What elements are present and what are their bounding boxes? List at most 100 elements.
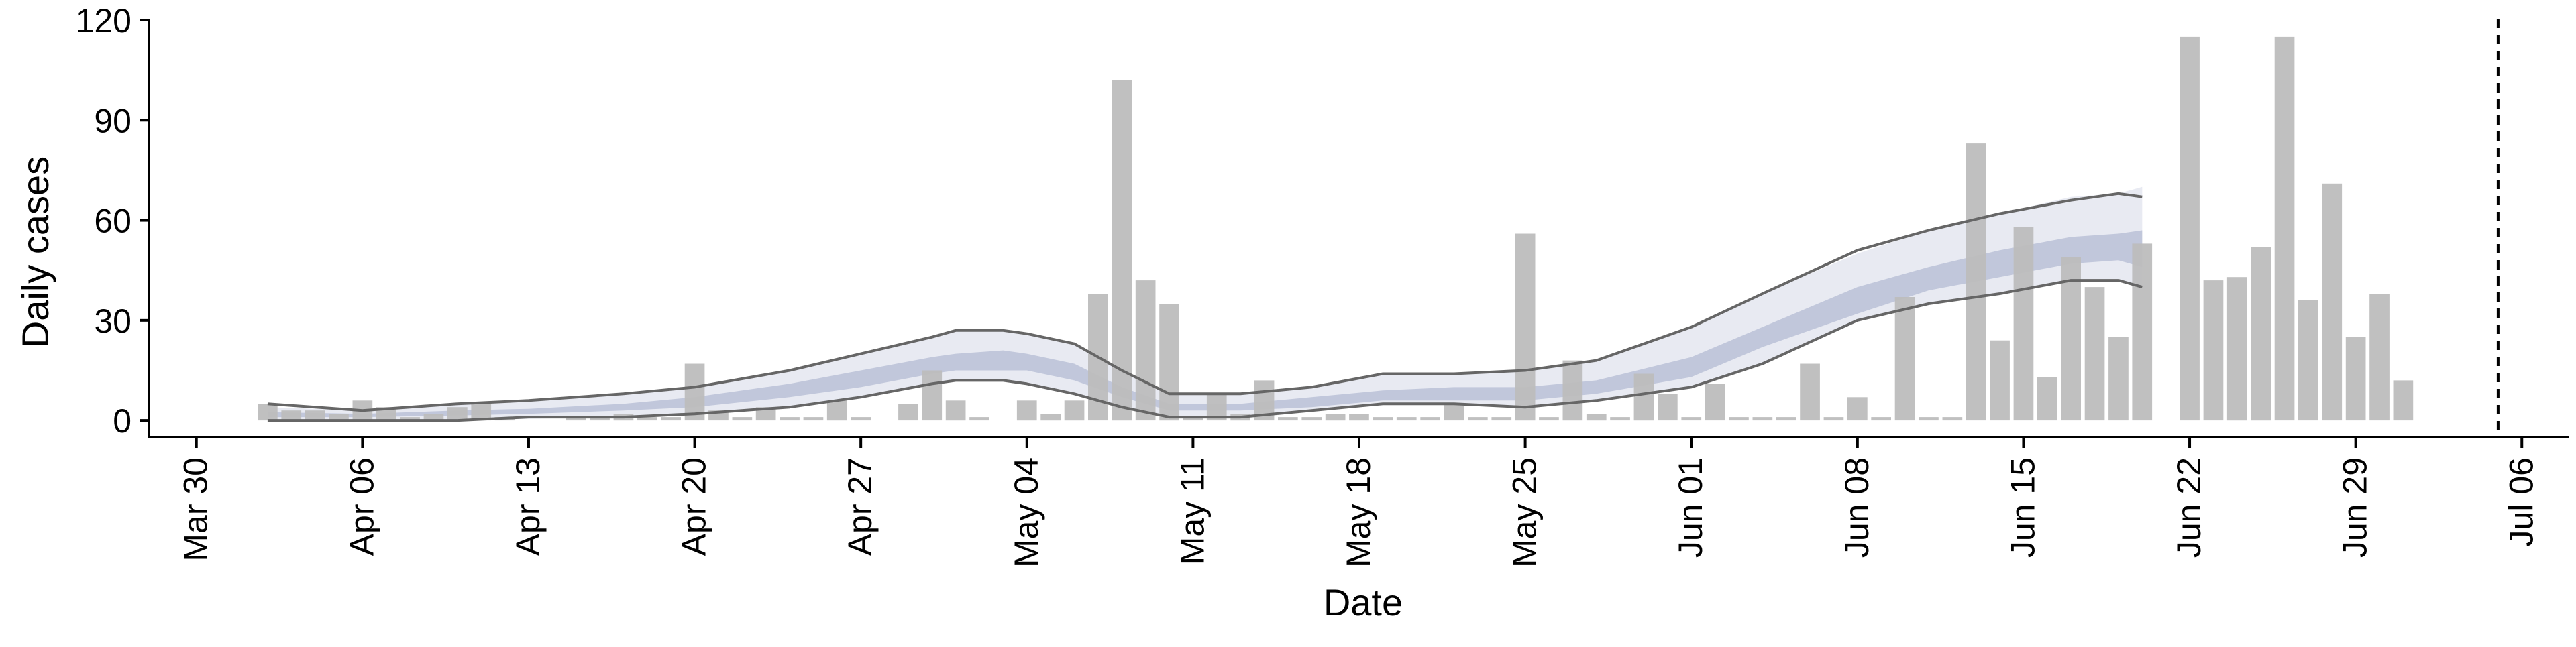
bar <box>1396 417 1417 421</box>
bar <box>1942 417 1963 421</box>
bar <box>2084 287 2105 421</box>
bar <box>329 414 349 421</box>
bar <box>2298 300 2318 421</box>
y-tick-label: 0 <box>113 402 131 440</box>
bar <box>1681 417 1702 421</box>
bar <box>1871 417 1891 421</box>
bar <box>2037 377 2057 421</box>
bar <box>2226 277 2247 421</box>
bar <box>305 410 325 421</box>
bar <box>2251 247 2271 421</box>
axes: 0 30 60 90 120 Mar 30 Apr 06 Apr 13 Apr 20 Apr 27… <box>76 2 2569 567</box>
bar <box>969 417 989 421</box>
bar <box>1847 397 1868 421</box>
bar <box>1658 394 1678 421</box>
bar <box>2061 257 2081 421</box>
lower-line <box>267 279 2143 422</box>
bar <box>471 404 492 421</box>
bar <box>1752 417 1773 421</box>
bar <box>780 417 800 421</box>
bar <box>1823 417 1844 421</box>
x-tick-label: Apr 20 <box>676 457 713 556</box>
x-tick-label: Jun 08 <box>1838 457 1876 558</box>
x-tick-label: Jun 01 <box>1672 457 1709 558</box>
bar <box>1729 417 1749 421</box>
bar <box>1539 417 1559 421</box>
y-tick-label: 60 <box>94 202 131 240</box>
bar <box>1468 417 1488 421</box>
y-axis-title: Daily cases <box>14 156 56 348</box>
bar <box>898 404 918 421</box>
x-tick-label: Jul 06 <box>2502 457 2540 546</box>
bar <box>1301 417 1322 421</box>
bar <box>637 417 657 421</box>
y-tick-label: 90 <box>94 102 131 139</box>
y-tick-label: 30 <box>94 302 131 340</box>
inner-interval-band <box>267 230 2143 418</box>
bar <box>1562 360 1583 421</box>
bar-series <box>258 36 2414 421</box>
bar <box>661 417 681 421</box>
bar <box>590 417 610 421</box>
bar <box>1112 80 1132 421</box>
x-tick-label: Jun 29 <box>2337 457 2374 558</box>
bar <box>1966 143 1986 421</box>
bar <box>281 410 302 421</box>
bar <box>1776 417 1796 421</box>
x-tick-label: Mar 30 <box>177 457 215 562</box>
bar <box>803 417 824 421</box>
x-tick-label: Jun 22 <box>2170 457 2208 558</box>
bar <box>2013 227 2034 421</box>
interval-bands <box>267 186 2143 421</box>
bar <box>684 363 705 421</box>
bar <box>1159 304 1179 421</box>
bar <box>2322 183 2343 421</box>
bar <box>922 370 943 421</box>
x-tick-label: May 11 <box>1173 457 1211 565</box>
bar <box>2180 36 2200 421</box>
bar <box>1278 417 1298 421</box>
bar <box>1633 373 1654 421</box>
upper-line <box>267 192 2143 412</box>
bar <box>2203 280 2224 421</box>
bar <box>1325 414 1346 421</box>
bar <box>1040 414 1061 421</box>
interval-lines <box>267 192 2143 422</box>
bar <box>2369 294 2390 421</box>
bar <box>400 417 420 421</box>
bar <box>1016 400 1037 421</box>
bar <box>1349 414 1369 421</box>
bar <box>566 417 586 421</box>
bar <box>1894 297 1915 421</box>
bar <box>2393 380 2414 421</box>
x-axis-title: Date <box>1324 581 1403 624</box>
bar <box>2132 243 2153 421</box>
bar <box>1135 280 1156 421</box>
bar <box>851 417 871 421</box>
x-tick-label: Apr 13 <box>509 457 547 556</box>
bar <box>1183 417 1203 421</box>
bar <box>945 400 966 421</box>
bar <box>258 404 278 421</box>
bar <box>1515 233 1536 421</box>
x-tick-label: Jun 15 <box>2004 457 2041 558</box>
bar <box>1586 414 1607 421</box>
y-tick-label: 120 <box>76 2 131 40</box>
x-tick-label: Apr 27 <box>841 457 879 556</box>
bar <box>1919 417 1939 421</box>
bar <box>1491 417 1512 421</box>
x-tick-label: May 04 <box>1008 457 1045 567</box>
bar <box>2345 337 2366 421</box>
x-tick-label: Apr 06 <box>343 457 380 556</box>
bar <box>1610 417 1630 421</box>
bar <box>732 417 753 421</box>
bar <box>1800 363 1820 421</box>
bar <box>447 407 468 421</box>
bar <box>423 414 444 421</box>
bar <box>1420 417 1440 421</box>
x-tick-label: May 18 <box>1340 457 1377 567</box>
bar <box>1705 384 1725 421</box>
bar <box>2274 36 2295 421</box>
